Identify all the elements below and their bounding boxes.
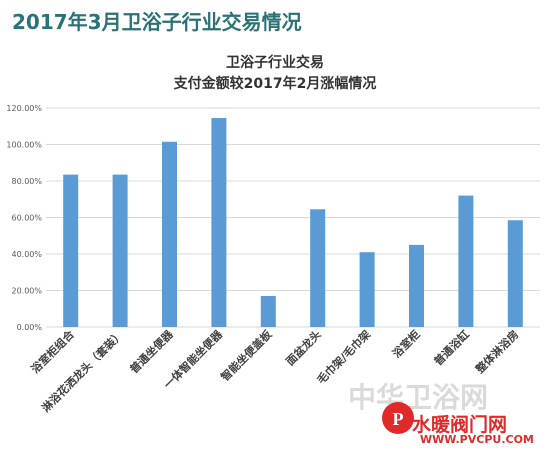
x-category-label: 整体淋浴房 [472,327,521,376]
chart-title-line-1: 卫浴子行业交易 [226,55,324,71]
bar [507,220,523,327]
y-tick-label: 0.00% [17,323,43,332]
svg-text:P: P [393,409,404,429]
bar [112,174,128,327]
bar [211,118,227,327]
x-category-label: 普通坐便器 [127,327,176,376]
y-tick-label: 80.00% [11,177,42,186]
bar [310,209,326,327]
page-title: 2017年3月卫浴子行业交易情况 [12,10,302,34]
bar [260,295,276,327]
watermark-url: WWW.PVCPU.COM [420,433,534,446]
bar [359,252,375,327]
y-tick-label: 100.00% [6,141,42,150]
x-category-label: 普通浴缸 [431,327,472,368]
chart-title-line-2: 支付金额较2017年2月涨幅情况 [173,76,377,92]
bar [458,195,474,327]
x-category-label: 浴室柜 [389,327,422,360]
bar [409,244,424,327]
x-category-label: 淋浴花洒龙头（套装） [39,327,127,415]
bar [63,174,79,327]
x-category-label: 智能坐便盖板 [218,327,275,384]
y-tick-label: 120.00% [6,104,42,113]
y-tick-label: 60.00% [11,214,42,223]
x-category-label: 面盆龙头 [283,327,324,368]
watermark-site-name: 水暖阀门网 [412,414,508,436]
x-category-label: 浴室柜组合 [28,327,77,376]
watermark-faint-text: 中华卫浴网 [348,381,489,414]
y-tick-label: 40.00% [11,250,42,259]
watermark-logo-icon: P [382,402,414,434]
bar [162,141,177,327]
y-tick-label: 20.00% [11,287,42,296]
